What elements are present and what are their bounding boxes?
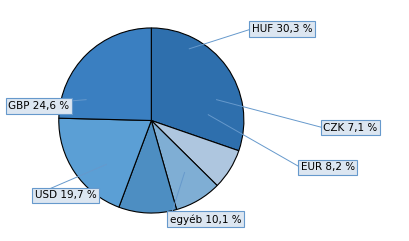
Text: HUF 30,3 %: HUF 30,3 % — [252, 24, 312, 34]
Text: CZK 7,1 %: CZK 7,1 % — [323, 123, 378, 133]
Wedge shape — [151, 120, 239, 186]
Wedge shape — [151, 28, 244, 151]
Text: EUR 8,2 %: EUR 8,2 % — [301, 162, 355, 173]
Wedge shape — [59, 28, 151, 120]
Text: USD 19,7 %: USD 19,7 % — [35, 190, 97, 200]
Wedge shape — [59, 118, 151, 207]
Wedge shape — [119, 120, 177, 213]
Text: GBP 24,6 %: GBP 24,6 % — [8, 101, 69, 111]
Text: egyéb 10,1 %: egyéb 10,1 % — [170, 214, 241, 225]
Wedge shape — [151, 120, 217, 209]
